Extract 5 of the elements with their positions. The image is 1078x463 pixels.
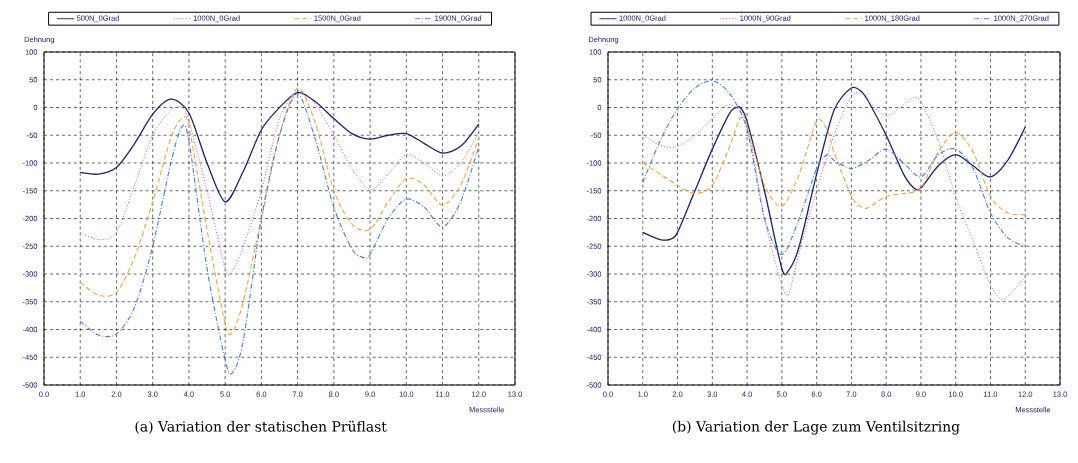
line-series — [79, 93, 480, 375]
text: (b) Variation der Lage zum Ventilsitzring — [672, 420, 960, 435]
line-series — [642, 117, 1026, 216]
line-series — [79, 91, 480, 203]
text: (a) Variation der statischen Prüflast — [135, 420, 387, 434]
